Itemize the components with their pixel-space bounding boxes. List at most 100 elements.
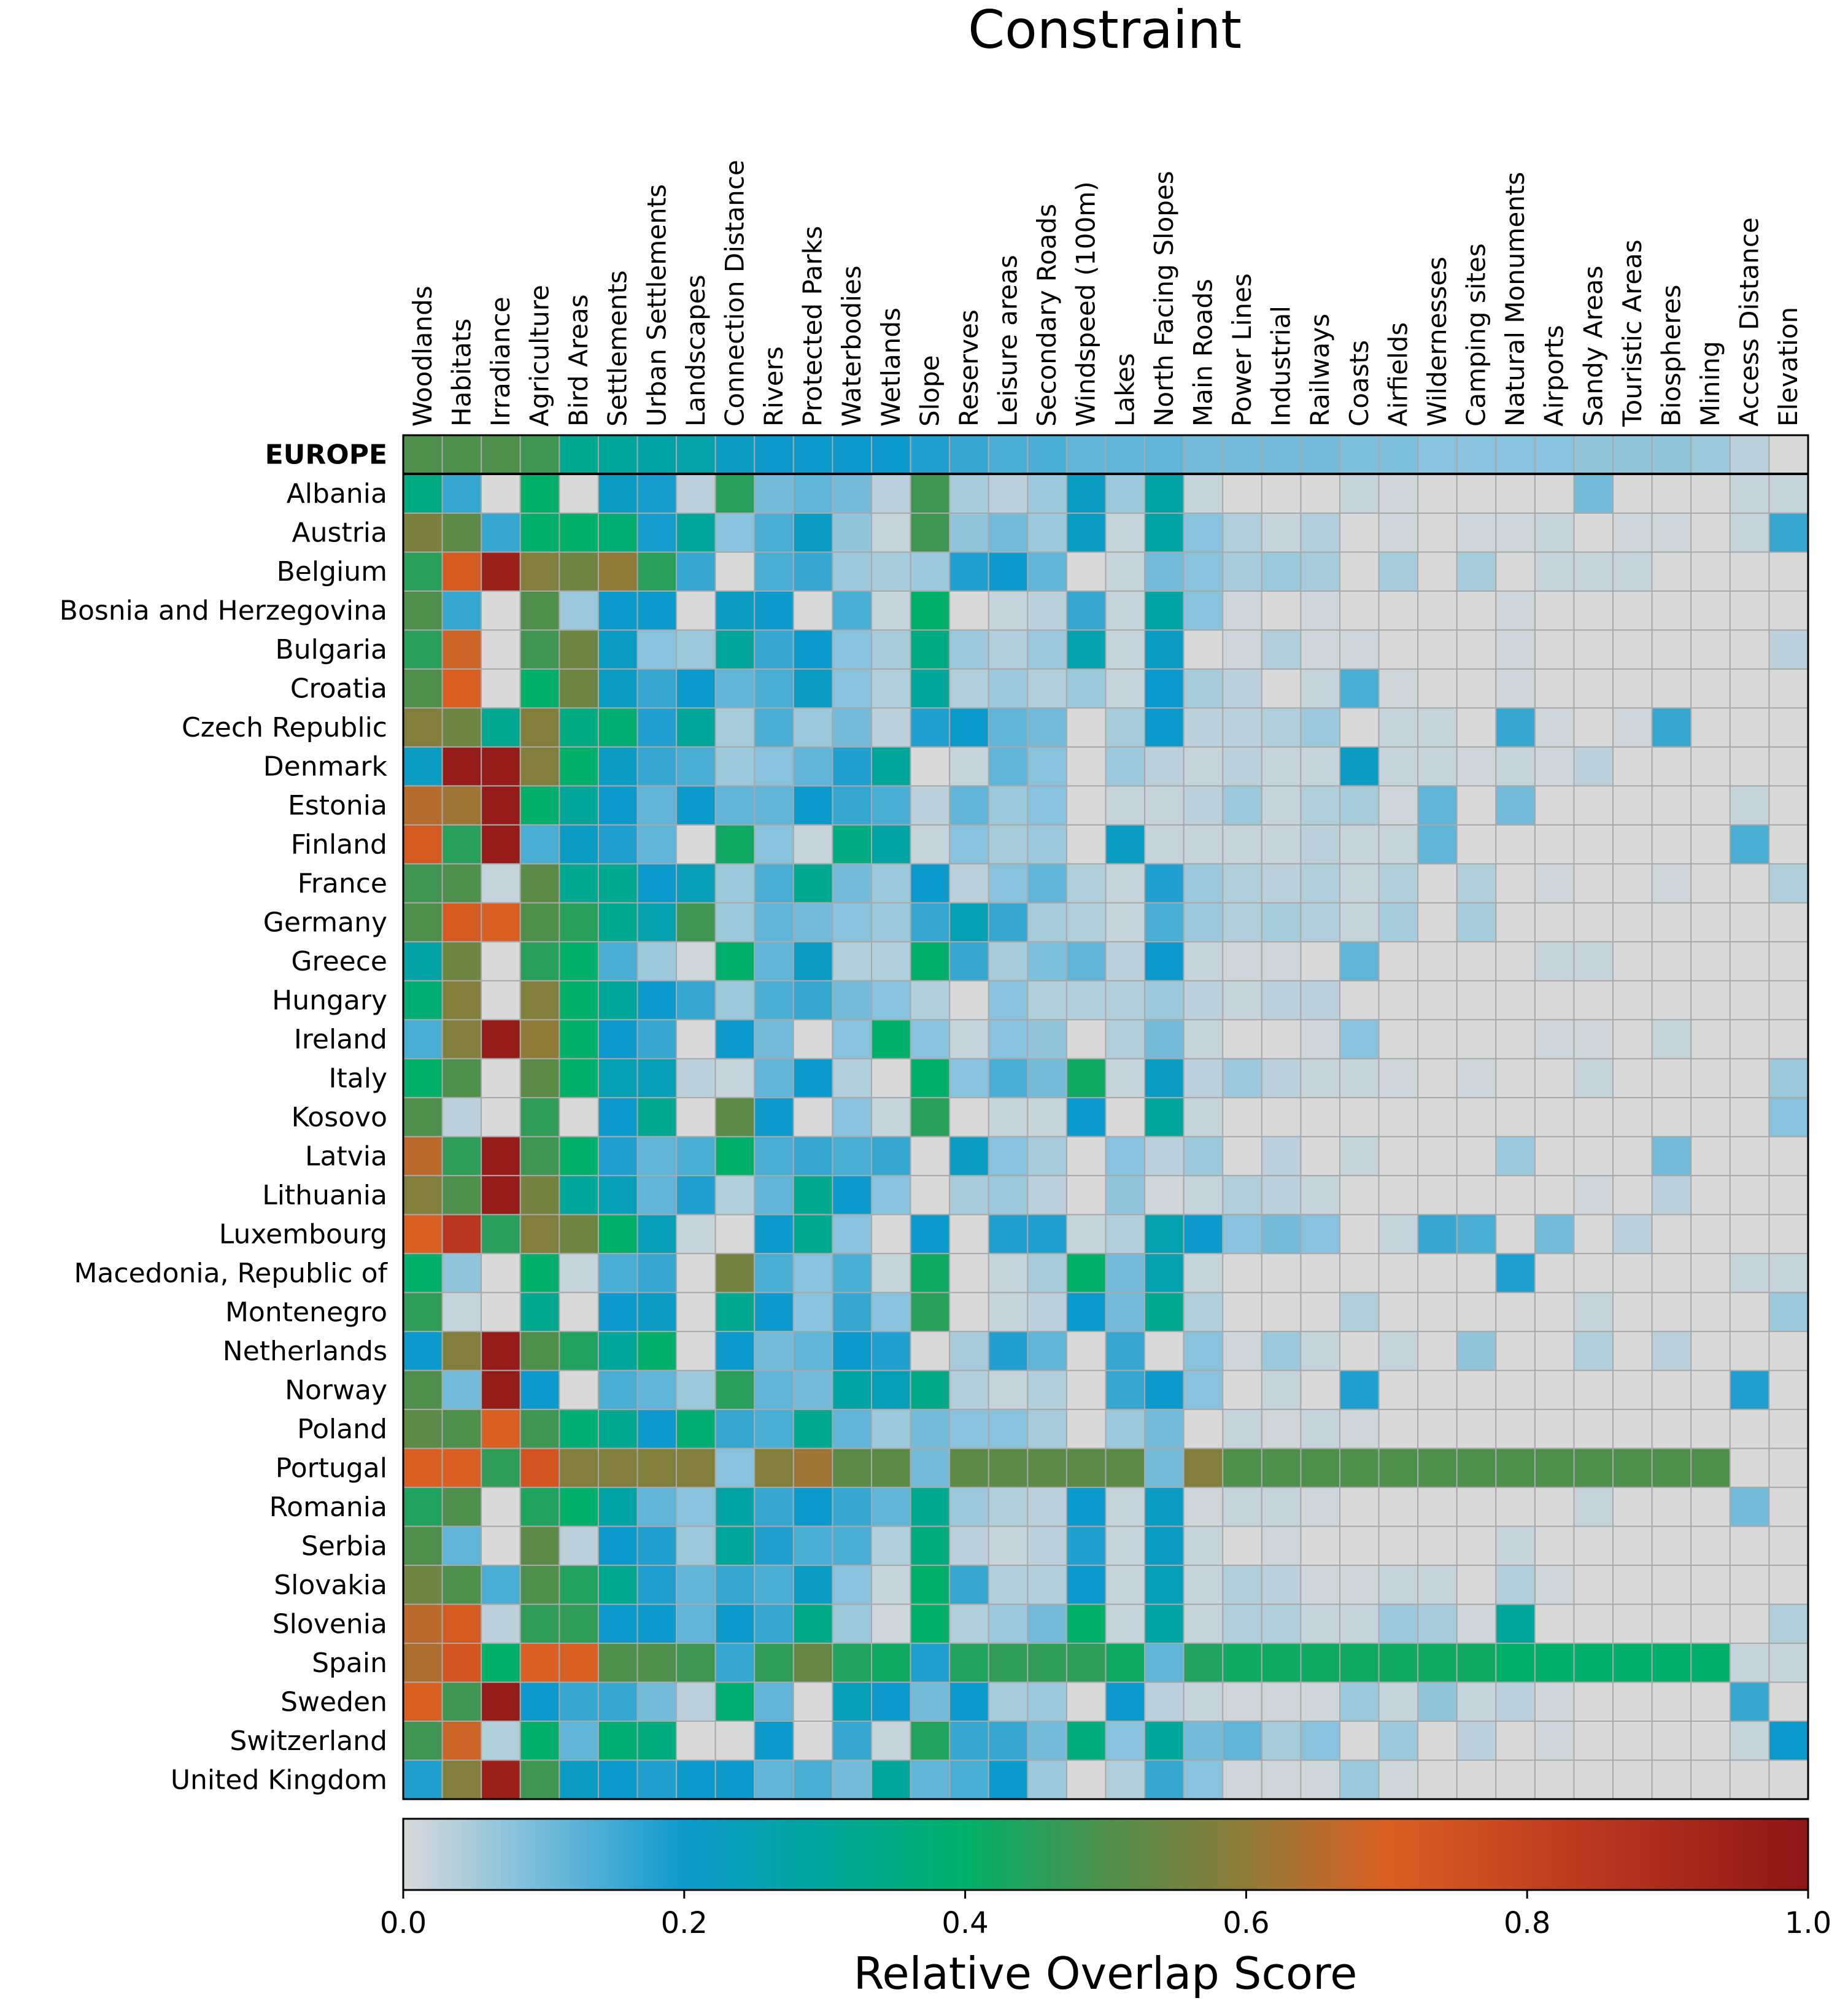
heatmap-cell: [1183, 1721, 1224, 1761]
heatmap-cell: [988, 435, 1029, 475]
heatmap-cell: [1105, 1721, 1146, 1761]
heatmap-cell: [1183, 902, 1224, 943]
heatmap-cell: [1222, 1681, 1262, 1722]
heatmap-cell: [1144, 1681, 1185, 1722]
heatmap-cell: [1495, 1292, 1536, 1333]
heatmap-cell: [1651, 1369, 1692, 1411]
heatmap-cell: [1456, 512, 1497, 553]
heatmap-cell: [519, 980, 560, 1021]
heatmap-cell: [1065, 785, 1107, 826]
heatmap-cell: [832, 1331, 873, 1371]
heatmap-cell: [636, 1525, 678, 1566]
heatmap-cell: [597, 902, 638, 943]
heatmap-cell: [1144, 590, 1185, 631]
heatmap-cell: [1768, 435, 1809, 475]
heatmap-cell: [519, 590, 560, 631]
heatmap-cell: [403, 1253, 443, 1293]
column-label: Connection Distance: [720, 160, 750, 427]
heatmap-cell: [636, 1603, 678, 1644]
heatmap-cell: [1690, 902, 1731, 943]
heatmap-cell: [597, 629, 638, 670]
heatmap-cell: [1417, 435, 1458, 475]
heatmap-cell: [1183, 824, 1224, 865]
heatmap-cell: [676, 1721, 716, 1761]
heatmap-cell: [1378, 1565, 1419, 1605]
heatmap-cell: [910, 1487, 951, 1527]
heatmap-cell: [1065, 1331, 1107, 1371]
heatmap-cell: [1027, 1369, 1067, 1411]
heatmap-cell: [910, 473, 951, 514]
heatmap-cell: [559, 1565, 599, 1605]
heatmap-cell: [441, 1643, 482, 1683]
heatmap-cell: [714, 1759, 756, 1800]
heatmap-cell: [988, 1214, 1029, 1255]
heatmap-cell: [832, 824, 873, 865]
heatmap-cell: [1690, 980, 1731, 1021]
heatmap-cell: [754, 1681, 794, 1722]
heatmap-cell: [1456, 980, 1497, 1021]
heatmap-cell: [1495, 1058, 1536, 1099]
heatmap-cell: [1456, 473, 1497, 514]
heatmap-cell: [1612, 902, 1653, 943]
heatmap-cell: [403, 1058, 443, 1099]
row-label: Slovakia: [274, 1570, 387, 1601]
heatmap-cell: [403, 1565, 443, 1605]
heatmap-cell: [1378, 1214, 1419, 1255]
heatmap-cell: [676, 785, 716, 826]
heatmap-cell: [636, 980, 678, 1021]
heatmap-cell: [1651, 1681, 1692, 1722]
heatmap-cell: [1729, 980, 1770, 1021]
heatmap-cell: [871, 1175, 911, 1215]
heatmap-cell: [1768, 746, 1809, 787]
heatmap-cell: [1222, 551, 1262, 592]
heatmap-cell: [481, 1136, 521, 1177]
heatmap-cell: [1573, 435, 1614, 475]
heatmap-cell: [559, 863, 599, 904]
heatmap-cell: [441, 1681, 482, 1722]
heatmap-cell: [1768, 1097, 1809, 1137]
heatmap-cell: [403, 473, 443, 514]
heatmap-cell: [597, 746, 638, 787]
heatmap-cell: [1612, 512, 1653, 553]
heatmap-cell: [597, 1058, 638, 1099]
heatmap-cell: [1183, 863, 1224, 904]
heatmap-cell: [1495, 1409, 1536, 1449]
heatmap-cell: [1378, 1681, 1419, 1722]
colorbar-tick-label: 0.6: [1223, 1906, 1269, 1940]
heatmap-cell: [481, 902, 521, 943]
heatmap-cell: [714, 1292, 756, 1333]
heatmap-cell: [1144, 1603, 1185, 1644]
heatmap-cell: [676, 1369, 716, 1411]
heatmap-cell: [871, 1214, 911, 1255]
heatmap-cell: [1105, 707, 1146, 748]
heatmap-cell: [559, 1487, 599, 1527]
heatmap-cell: [832, 590, 873, 631]
heatmap-cell: [1027, 1525, 1067, 1566]
heatmap-cell: [910, 1447, 951, 1489]
heatmap-cell: [519, 746, 560, 787]
heatmap-cell: [1339, 551, 1380, 592]
heatmap-cell: [1222, 902, 1262, 943]
heatmap-cell: [792, 1019, 833, 1059]
heatmap-cell: [1729, 824, 1770, 865]
heatmap-cell: [519, 1175, 560, 1215]
heatmap-cell: [1456, 1097, 1497, 1137]
heatmap-cell: [481, 1721, 521, 1761]
heatmap-cell: [1573, 1214, 1614, 1255]
heatmap-cell: [519, 902, 560, 943]
row-label: Lithuania: [262, 1180, 387, 1211]
heatmap-cell: [1456, 941, 1497, 982]
row-label: Albania: [287, 478, 387, 509]
heatmap-cell: [1573, 785, 1614, 826]
heatmap-cell: [871, 1369, 911, 1411]
heatmap-cell: [1105, 590, 1146, 631]
heatmap-cell: [1690, 512, 1731, 553]
heatmap-cell: [1183, 1175, 1224, 1215]
heatmap-cell: [1573, 1175, 1614, 1215]
heatmap-cell: [714, 1643, 756, 1683]
heatmap-cell: [1573, 902, 1614, 943]
row-label: Italy: [329, 1063, 387, 1094]
heatmap-cell: [988, 1292, 1029, 1333]
heatmap-cell: [949, 980, 989, 1021]
heatmap-cell: [1495, 1603, 1536, 1644]
